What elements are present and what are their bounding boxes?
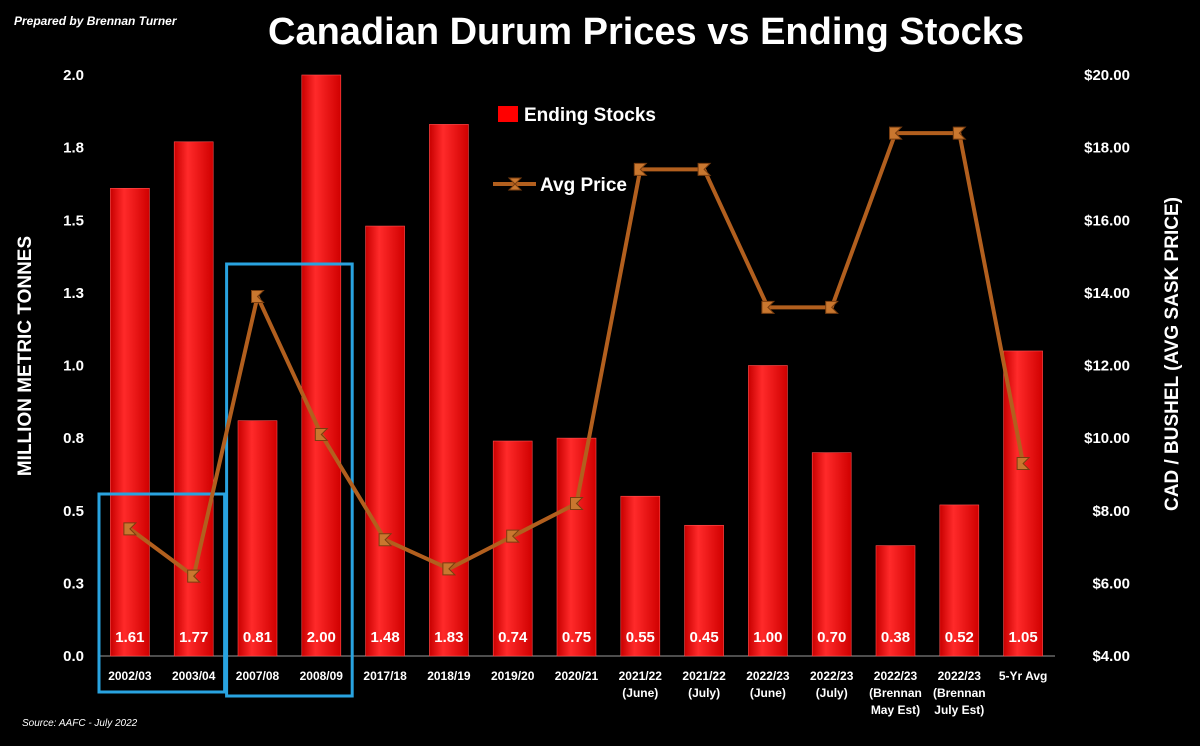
right-tick-label: $12.00 [1084, 358, 1130, 375]
avg-price-point [442, 562, 457, 576]
x-tick-label: 2022/23 (Brennan May Est) [869, 669, 922, 717]
source-note: Source: AAFC - July 2022 [22, 718, 138, 729]
bar [429, 124, 469, 657]
left-tick-label: 0.8 [63, 430, 84, 447]
left-tick-label: 0.3 [63, 575, 84, 592]
x-tick-label: 2018/19 [427, 669, 471, 683]
avg-price-point [570, 496, 584, 510]
x-tick-label: 2003/04 [172, 669, 216, 683]
bar-value-labels: 1.61 1.77 0.81 2.00 1.48 1.83 0.74 0.75 0.55 0.45… [115, 629, 1037, 646]
bar [684, 524, 724, 657]
bar [939, 504, 980, 657]
x-tick-label: 2002/03 [108, 669, 152, 683]
legend-avg-price-label: Avg Price [540, 175, 627, 196]
bar [492, 440, 533, 657]
bar [620, 495, 661, 657]
right-y-axis: $4.00 $6.00 $8.00 $10.00 $12.00 $14.00 $16.00 $… [1084, 67, 1130, 665]
right-tick-label: $14.00 [1084, 285, 1130, 302]
bar [365, 225, 405, 657]
left-tick-label: 1.0 [63, 358, 84, 375]
bar-value-label: 0.38 [881, 629, 910, 646]
avg-price-point [251, 290, 265, 304]
left-tick-label: 2.0 [63, 67, 84, 84]
avg-price-line [123, 126, 1031, 583]
left-tick-label: 0.5 [63, 503, 84, 520]
x-tick-label: 2019/20 [491, 669, 535, 683]
x-tick-label: 5-Yr Avg [999, 669, 1047, 683]
bar-value-label: 0.45 [689, 629, 718, 646]
x-tick-label: 2022/23 (July) [810, 669, 854, 700]
avg-price-point [952, 126, 967, 140]
bar-value-label: 0.52 [945, 629, 974, 646]
left-tick-label: 1.5 [63, 212, 84, 229]
right-tick-label: $6.00 [1092, 575, 1130, 592]
x-tick-label: 2007/08 [236, 669, 280, 683]
x-axis: 2002/03 2003/04 2007/08 2008/09 2017/18 2018/… [108, 669, 1047, 717]
avg-price-point [697, 162, 712, 176]
x-tick-label: 2022/23 (June) [746, 669, 790, 700]
bar-value-label: 0.70 [817, 629, 846, 646]
avg-price-point [123, 522, 138, 536]
bar [875, 545, 916, 657]
x-tick-label: 2017/18 [363, 669, 407, 683]
x-tick-label: 2021/22 (June) [619, 669, 663, 700]
bar-value-label: 1.48 [370, 629, 399, 646]
legend-avg-price-marker [507, 177, 523, 191]
avg-price-point [378, 533, 393, 547]
x-tick-label: 2021/22 (July) [682, 669, 726, 700]
bar-value-label: 0.74 [498, 629, 528, 646]
avg-price-point [1016, 457, 1031, 471]
left-y-axis-label: MILLION METRIC TONNES [15, 236, 36, 476]
highlight-box [97, 492, 227, 694]
right-tick-label: $18.00 [1084, 140, 1130, 157]
legend-ending-stocks-label: Ending Stocks [524, 105, 656, 126]
highlight-box [225, 262, 354, 698]
bar [748, 365, 788, 657]
avg-price-point [314, 427, 329, 441]
highlight-boxes [97, 262, 354, 698]
bar [110, 187, 150, 657]
ending-stocks-bars [110, 74, 1043, 657]
bar-value-label: 1.00 [753, 629, 782, 646]
x-tick-label: 2020/21 [555, 669, 599, 683]
avg-price-point [761, 300, 776, 314]
legend: Ending Stocks Avg Price [493, 105, 656, 196]
avg-price-point [506, 529, 520, 543]
bar [556, 437, 597, 657]
left-tick-label: 1.3 [63, 285, 84, 302]
right-tick-label: $20.00 [1084, 67, 1130, 84]
avg-price-point [889, 126, 903, 140]
bar [301, 74, 342, 657]
bar [173, 141, 214, 657]
left-tick-label: 1.8 [63, 140, 84, 157]
right-tick-label: $8.00 [1092, 503, 1130, 520]
bar [237, 420, 278, 657]
left-y-axis: 0.0 0.3 0.5 0.8 1.0 1.3 1.5 1.8 2.0 [63, 67, 84, 665]
right-tick-label: $4.00 [1092, 648, 1130, 665]
avg-price-point [825, 300, 839, 314]
right-tick-label: $16.00 [1084, 212, 1130, 229]
bar-value-label: 1.77 [179, 629, 208, 646]
bar-value-label: 2.00 [307, 629, 336, 646]
chart-title: Canadian Durum Prices vs Ending Stocks [268, 11, 1024, 53]
bar-value-label: 1.61 [115, 629, 144, 646]
prepared-by: Prepared by Brennan Turner [14, 14, 178, 28]
right-y-axis-label: CAD / BUSHEL (AVG SASK PRICE) [1162, 197, 1183, 511]
left-tick-label: 0.0 [63, 648, 84, 665]
bar-value-label: 0.75 [562, 629, 591, 646]
bar [811, 452, 852, 657]
bar-value-label: 0.81 [243, 629, 272, 646]
right-tick-label: $10.00 [1084, 430, 1130, 447]
avg-price-point [633, 162, 648, 176]
x-tick-label: 2008/09 [300, 669, 344, 683]
x-tick-label: 2022/23 (Brennan July Est) [933, 669, 986, 717]
bar-value-label: 1.05 [1008, 629, 1037, 646]
avg-price-point [187, 569, 201, 583]
bar-value-label: 0.55 [626, 629, 655, 646]
legend-ending-stocks-swatch [498, 106, 518, 122]
bar-value-label: 1.83 [434, 629, 463, 646]
